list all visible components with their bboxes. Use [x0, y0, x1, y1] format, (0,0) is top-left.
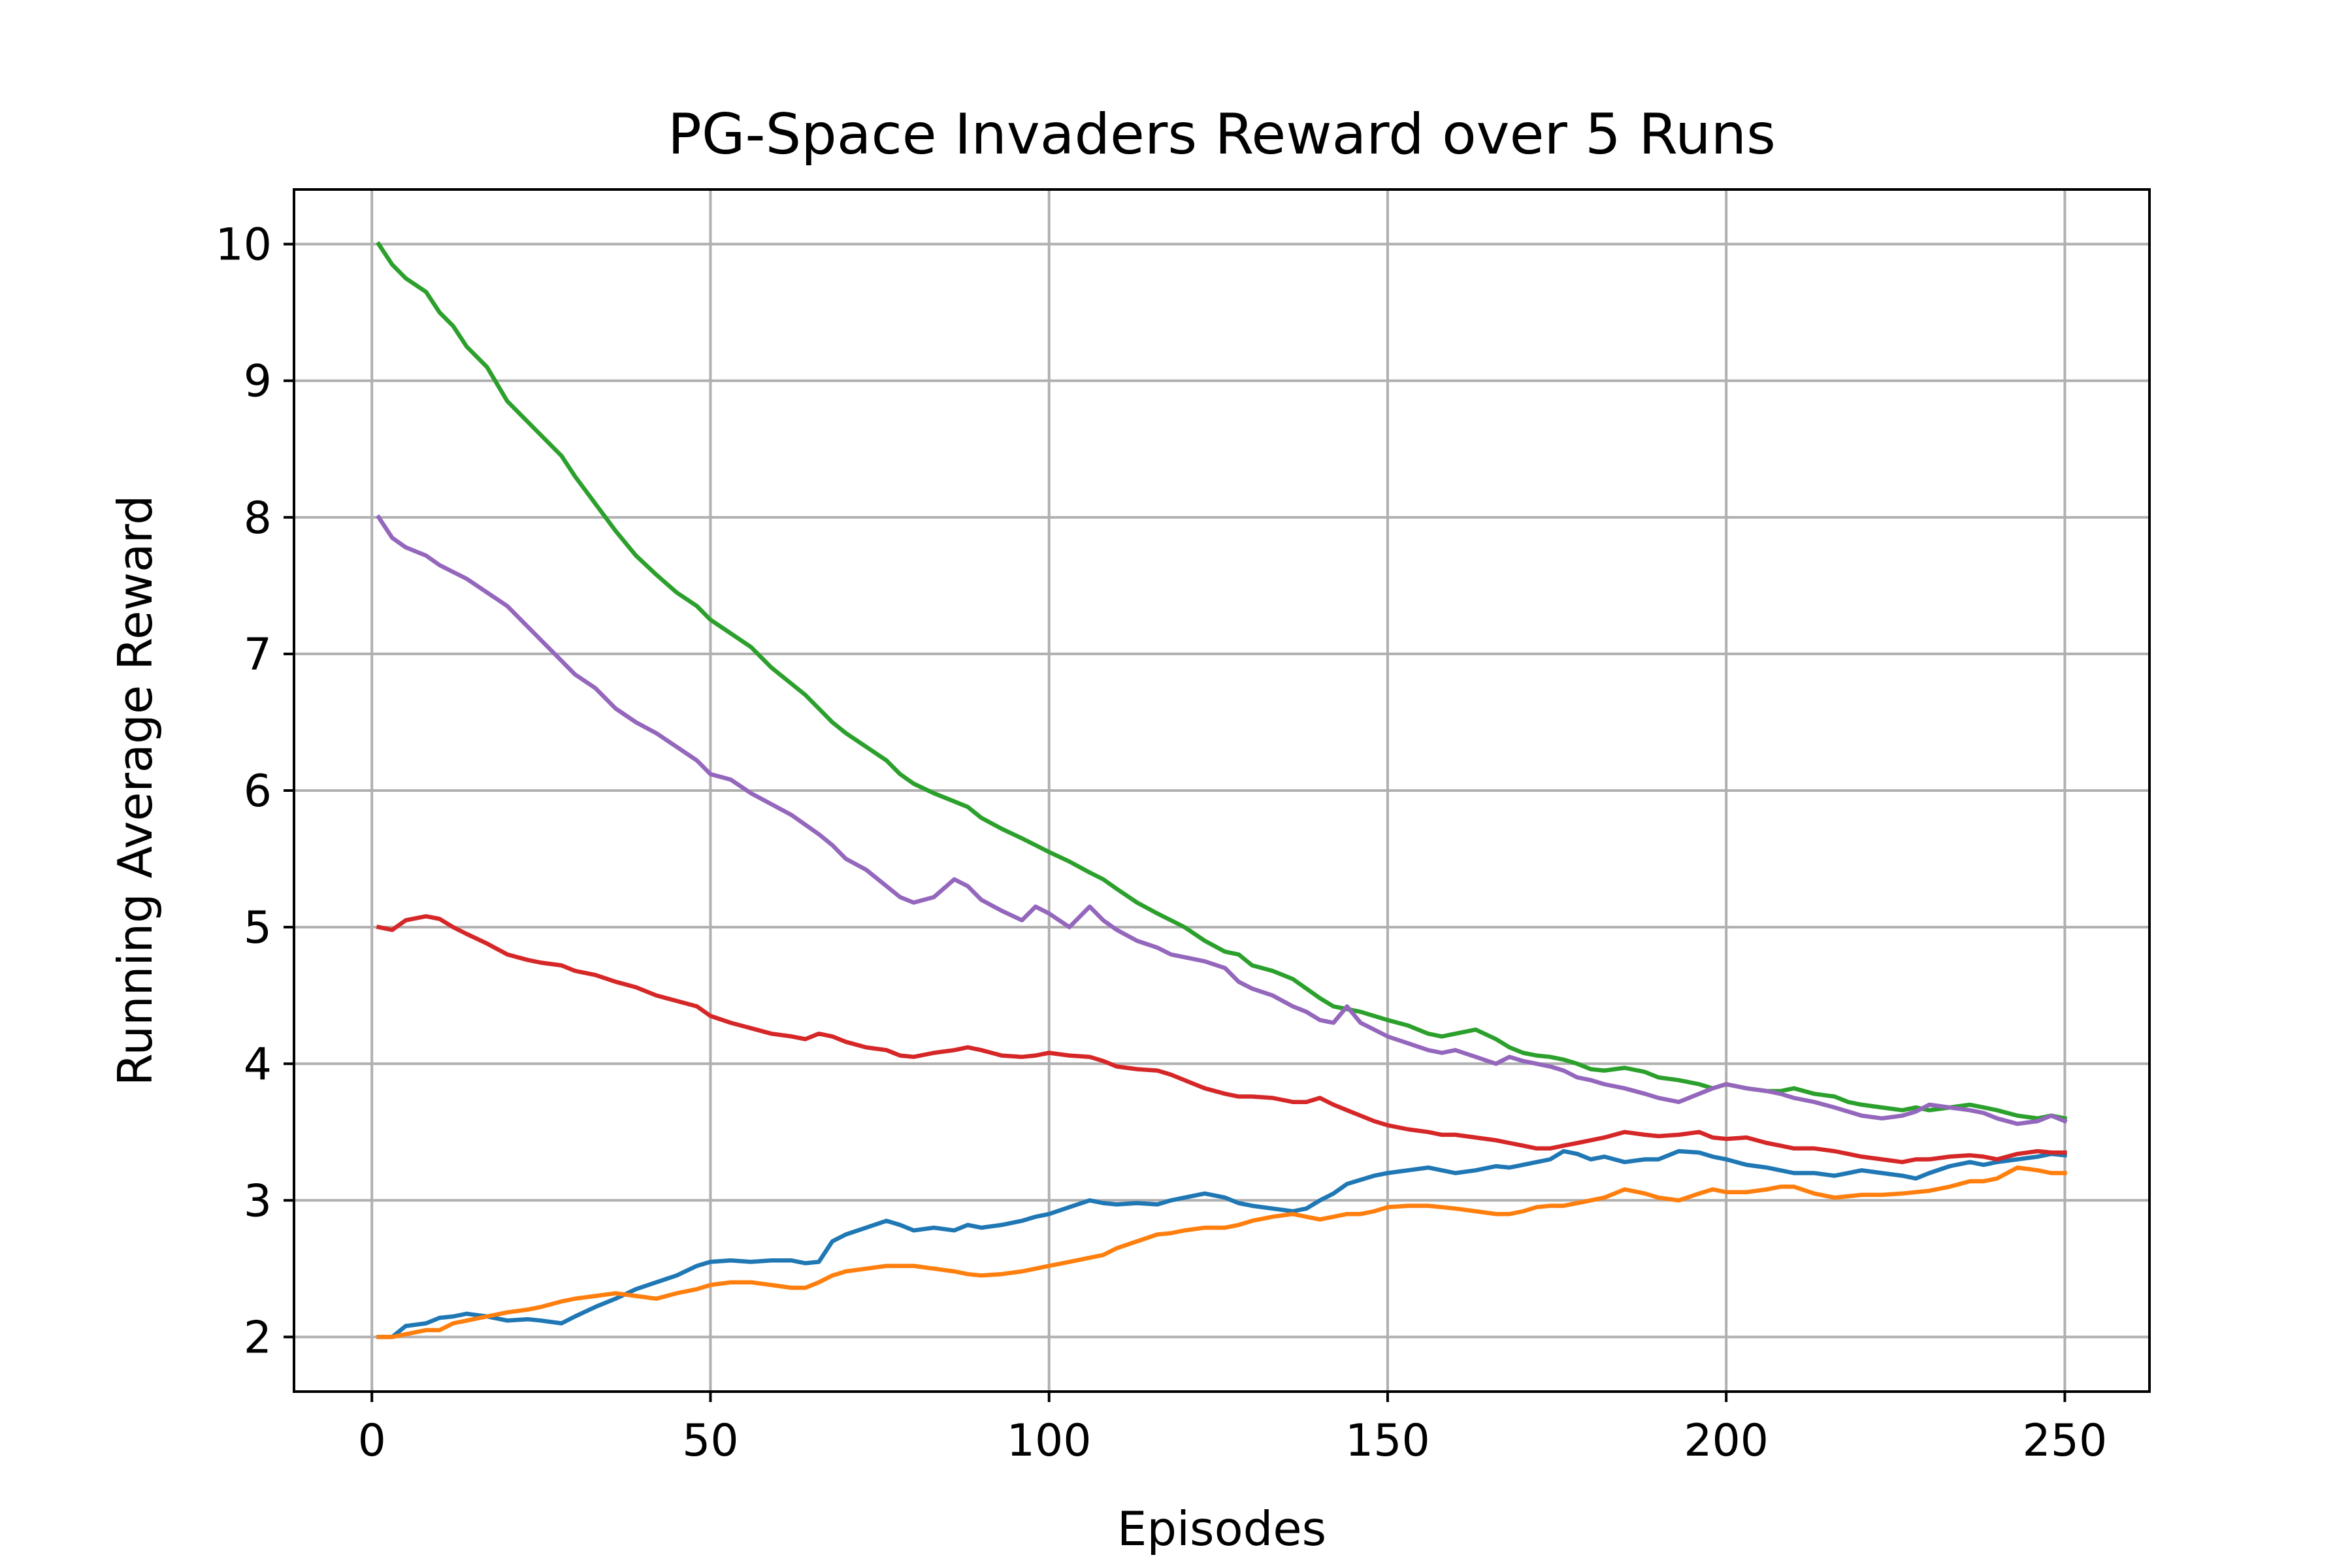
y-tick-label: 9: [244, 356, 272, 408]
series-line-run-4: [376, 914, 2067, 1164]
y-axis-label: Running Average Reward: [108, 495, 163, 1086]
y-tick-label: 6: [244, 766, 272, 817]
y-tick-label: 8: [244, 493, 272, 544]
x-axis-label: Episodes: [1117, 1501, 1326, 1556]
x-tick-label: 200: [1684, 1415, 1769, 1467]
ticks: 0 50 100 150 200 250 2 3 4 5 6 7 8 9 10: [215, 220, 2107, 1467]
series-line-run-5: [376, 514, 2068, 1126]
series-line-run-2: [376, 1165, 2067, 1339]
x-tick-label: 100: [1007, 1415, 1092, 1467]
series-line-run-3: [376, 241, 2068, 1121]
y-tick-label: 10: [215, 220, 272, 271]
series-group: [376, 241, 2068, 1339]
y-tick-label: 3: [244, 1175, 272, 1227]
y-tick-label: 7: [244, 629, 272, 681]
x-tick-label: 150: [1345, 1415, 1430, 1467]
y-tick-label: 4: [244, 1039, 272, 1090]
series-line-run-1: [376, 1149, 2067, 1339]
x-tick-label: 250: [2023, 1415, 2108, 1467]
x-tick-label: 50: [682, 1415, 739, 1467]
grid: [294, 189, 2149, 1392]
chart-title: PG-Space Invaders Reward over 5 Runs: [668, 102, 1776, 167]
y-tick-label: 2: [244, 1312, 272, 1364]
y-tick-label: 5: [244, 902, 272, 954]
x-tick-label: 0: [358, 1415, 386, 1467]
